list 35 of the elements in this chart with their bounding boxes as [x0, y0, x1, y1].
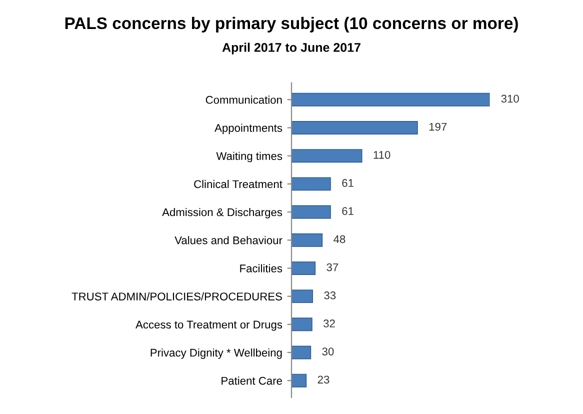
data-label: 23: [318, 376, 330, 384]
y-tick-label: Waiting times: [216, 152, 282, 162]
bar: [292, 177, 331, 191]
y-tick-label: Admission & Discharges: [162, 208, 282, 218]
bar: [292, 121, 418, 134]
bar: [292, 149, 362, 163]
bar: [292, 346, 312, 360]
bar: [292, 261, 316, 275]
bar: [292, 205, 331, 219]
y-tick-label: Privacy Dignity * Wellbeing: [150, 348, 282, 359]
data-label: 197: [429, 122, 447, 131]
y-tick-label: Values and Behaviour: [174, 236, 282, 244]
y-tick-label: Patient Care: [222, 376, 282, 385]
chart-subtitle: April 2017 to June 2017: [222, 42, 360, 54]
bar: [292, 233, 323, 247]
data-label: 33: [324, 291, 336, 300]
bar: [292, 374, 307, 388]
data-label: 37: [326, 263, 338, 272]
chart-title: PALS concerns by primary subject (10 concerns or more): [65, 16, 518, 32]
y-tick-label: Clinical Treatment: [194, 180, 282, 188]
y-tick-label: Access to Treatment or Drugs: [136, 320, 282, 331]
data-label: 32: [323, 320, 335, 328]
data-label: 61: [342, 207, 354, 216]
bar: [292, 92, 490, 106]
y-tick-label: Communication: [206, 96, 282, 104]
bar: [292, 318, 312, 332]
y-tick-label: TRUST ADMIN/POLICIES/PROCEDURES: [72, 292, 282, 300]
data-label: 110: [374, 150, 390, 159]
data-label: 310: [501, 94, 519, 103]
data-label: 48: [334, 235, 346, 244]
data-label: 30: [322, 348, 334, 356]
y-tick-label: Facilities: [240, 264, 282, 272]
y-tick-label: Appointments: [214, 124, 282, 134]
data-label: 61: [342, 179, 354, 187]
bar: [292, 290, 314, 304]
